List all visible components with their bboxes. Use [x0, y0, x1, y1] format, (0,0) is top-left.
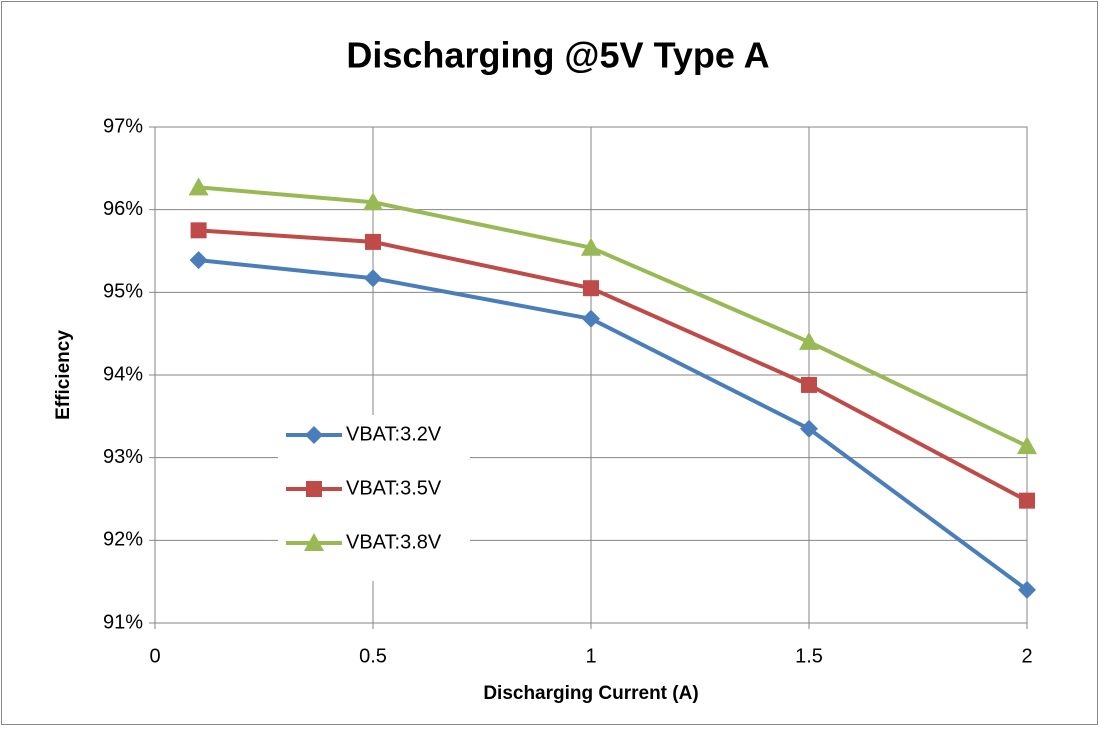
legend-marker	[305, 426, 323, 444]
marker	[1018, 580, 1036, 599]
x-axis-label: Discharging Current (A)	[483, 683, 698, 704]
y-tick-label: 91%	[103, 611, 143, 633]
marker	[801, 376, 817, 393]
marker	[188, 177, 209, 196]
y-tick-label: 95%	[103, 281, 143, 303]
legend-label: VBAT:3.2V	[346, 423, 442, 445]
legend-label: VBAT:3.5V	[346, 477, 442, 499]
marker	[189, 251, 208, 270]
y-axis-label: Efficiency	[53, 330, 74, 420]
y-tick-label: 93%	[103, 446, 143, 468]
legend-box	[278, 415, 470, 581]
legend-marker	[306, 481, 322, 497]
marker	[364, 269, 382, 288]
marker	[582, 309, 600, 328]
marker	[1019, 492, 1035, 509]
x-tick-label: 1	[585, 645, 596, 667]
marker	[1017, 436, 1037, 455]
marker	[581, 237, 601, 256]
marker	[583, 280, 599, 297]
y-tick-label: 94%	[103, 363, 143, 385]
plot-frame	[154, 126, 1028, 624]
y-tick-label: 97%	[103, 115, 143, 137]
marker	[190, 222, 207, 239]
marker	[800, 419, 818, 438]
legend-label: VBAT:3.8V	[346, 531, 442, 553]
x-tick-label: 2	[1021, 645, 1032, 667]
x-tick-label: 0	[149, 645, 160, 667]
marker	[365, 233, 381, 250]
marker	[363, 192, 383, 211]
x-tick-label: 1.5	[795, 645, 823, 667]
legend-marker	[304, 533, 324, 551]
y-tick-label: 96%	[103, 198, 143, 220]
y-tick-label: 92%	[103, 529, 143, 551]
marker	[799, 331, 819, 350]
chart-title: Discharging @5V Type A	[346, 35, 769, 76]
x-tick-label: 0.5	[359, 645, 387, 667]
